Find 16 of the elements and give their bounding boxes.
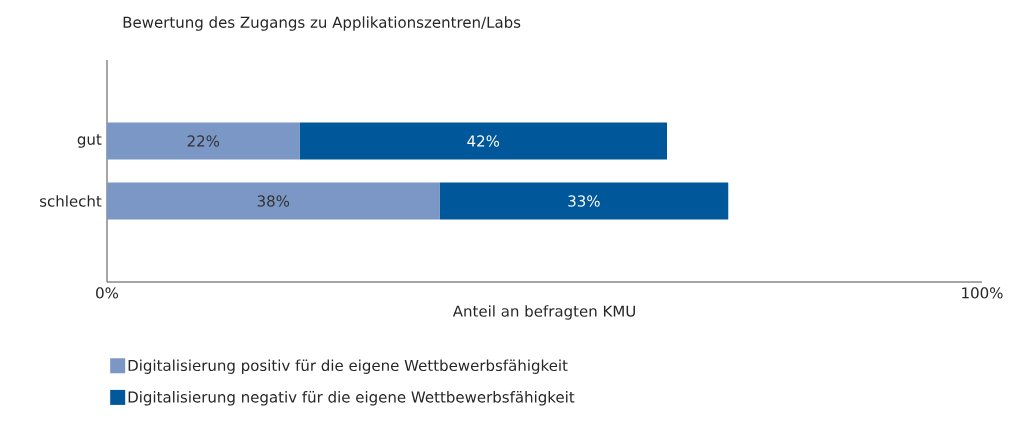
bar [439, 182, 729, 220]
y-tick-label: gut [77, 134, 102, 148]
y-tick-label: schlecht [40, 195, 102, 207]
bar [107, 182, 440, 220]
legend-label: Digitalisierung negativ für die eigene Wettbewerbsfähigkeit [128, 391, 575, 406]
data-label: 38% [257, 195, 290, 207]
data-label: 22% [187, 135, 220, 147]
data-label: 33% [568, 195, 600, 207]
x-tick-label: 0% [96, 287, 119, 299]
legend-label: Digitalisierung positiv für die eigene Wettbewerbsfähigkeit [128, 359, 568, 374]
bar [299, 122, 668, 160]
bar [107, 122, 300, 160]
x-tick-label: 100% [962, 287, 1003, 299]
x-axis-title: Anteil an befragten KMU [452, 305, 635, 320]
data-label: 42% [467, 135, 500, 147]
chart-title: Bewertung des Zugangs zu Applikationszentren/Labs [123, 16, 521, 31]
